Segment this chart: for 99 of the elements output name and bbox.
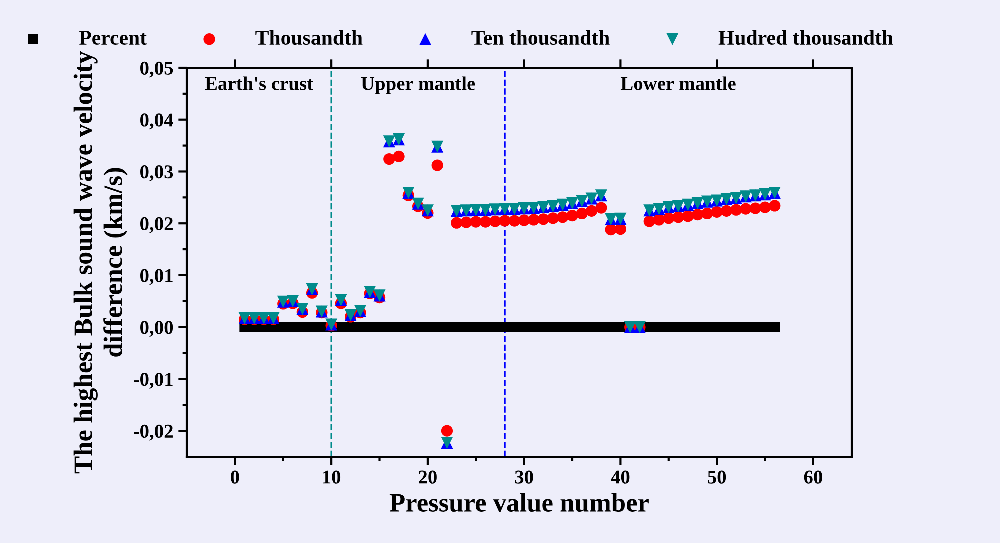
point (452, 322, 462, 332)
x-tick-label: 30 (515, 470, 534, 484)
point (432, 160, 444, 172)
point (750, 202, 762, 214)
point (451, 217, 463, 229)
point (394, 322, 404, 332)
point (510, 322, 520, 332)
point (547, 212, 560, 224)
point (740, 322, 752, 332)
annotation: Upper mantle (361, 76, 476, 94)
point (557, 212, 569, 224)
x-tick-label: 40 (611, 470, 630, 484)
y-tick-label: 0,05 (140, 62, 174, 78)
point (712, 322, 722, 332)
point (760, 322, 770, 332)
point (750, 322, 761, 332)
point (518, 214, 530, 226)
y-tick-label: -0,01 (134, 373, 173, 389)
point (567, 322, 578, 332)
point (404, 322, 414, 332)
point (500, 322, 510, 332)
point (364, 322, 376, 332)
point (480, 216, 492, 228)
point (298, 322, 308, 332)
point (596, 322, 607, 332)
point (731, 322, 742, 332)
legend-label: Hudred thousandth (718, 30, 894, 46)
y-axis-title: The highest Bulk sound wave velocity difference (km/s) (74, 51, 128, 474)
point (538, 322, 549, 332)
y-tick-label: 0,01 (140, 269, 173, 286)
point (538, 214, 550, 226)
point (480, 322, 491, 332)
y-tick-label: 0,00 (140, 321, 174, 338)
point (346, 322, 356, 332)
point (769, 200, 781, 212)
point (508, 215, 520, 227)
point (384, 153, 396, 166)
point (730, 204, 742, 216)
y-tick-label: 0,02 (140, 217, 173, 234)
point (586, 205, 598, 217)
point (460, 216, 472, 228)
point (461, 322, 472, 332)
x-tick-label: 60 (804, 470, 822, 484)
point (722, 322, 732, 332)
point (616, 322, 626, 332)
point (470, 216, 482, 228)
point (740, 203, 752, 215)
point (393, 150, 405, 162)
point (548, 322, 558, 332)
point (316, 322, 328, 332)
legend-label: Percent (79, 31, 147, 46)
y-tick-label: 0,04 (140, 114, 174, 130)
point (702, 208, 714, 220)
point (606, 322, 616, 332)
point (720, 205, 733, 217)
x-axis-title: Pressure value number (390, 493, 649, 512)
legend-label: Ten thousandth (472, 30, 610, 46)
point (654, 322, 664, 332)
point (442, 322, 452, 332)
legend-label: Thousandth (256, 30, 363, 46)
x-tick-label: 10 (323, 470, 341, 484)
point (490, 322, 501, 332)
point (384, 322, 395, 332)
point (288, 322, 298, 332)
point (374, 322, 385, 332)
point (586, 322, 597, 332)
x-tick-label: 50 (708, 470, 726, 484)
point (558, 322, 568, 332)
point (566, 210, 578, 222)
point (576, 208, 588, 220)
point (692, 322, 703, 332)
y-tick-label: -0,02 (134, 424, 173, 441)
point (576, 322, 588, 332)
point (490, 216, 502, 228)
annotation: Lower mantle (620, 76, 736, 90)
point (422, 322, 434, 332)
point (499, 215, 511, 227)
point (596, 202, 608, 214)
point (682, 210, 694, 222)
point (664, 322, 674, 332)
x-tick-label: 20 (419, 470, 437, 484)
point (470, 322, 482, 332)
annotation: Earth's crust (205, 76, 314, 90)
point (770, 322, 780, 332)
point (683, 322, 694, 332)
point (673, 322, 684, 332)
point (519, 322, 530, 332)
point (355, 322, 366, 332)
point (413, 322, 424, 332)
point (278, 322, 289, 332)
point (528, 214, 540, 226)
x-tick-label: 0 (231, 470, 240, 484)
point (759, 202, 772, 214)
point (528, 322, 540, 332)
point (441, 425, 454, 437)
point (702, 322, 713, 332)
point (307, 322, 318, 332)
y-tick-label: 0,03 (140, 166, 174, 182)
point (432, 322, 443, 332)
